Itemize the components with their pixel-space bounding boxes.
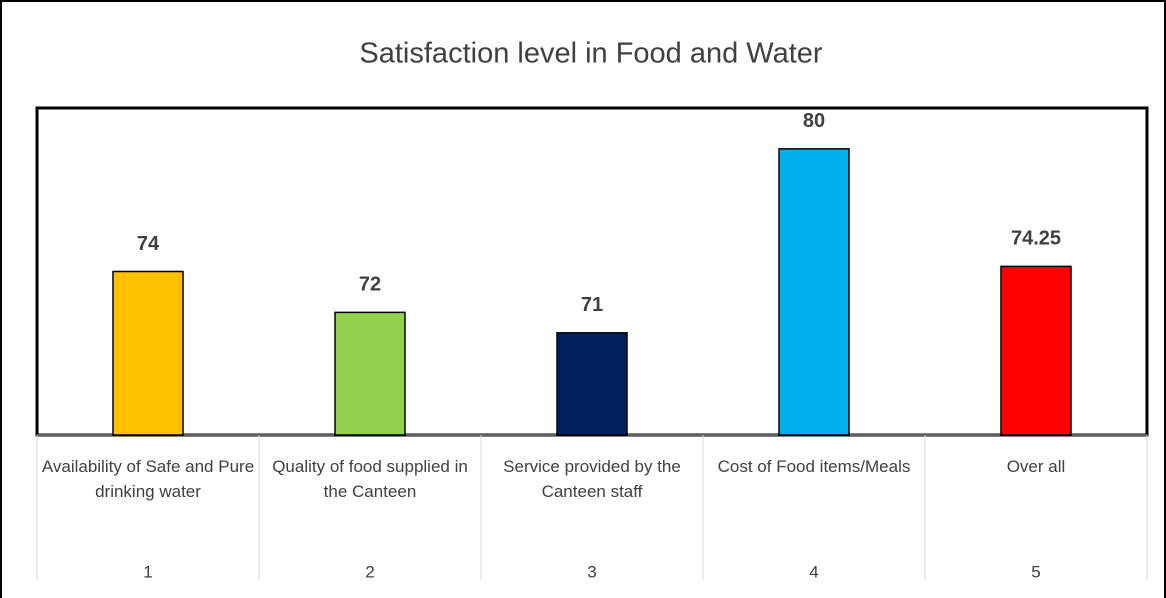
bar <box>556 332 628 436</box>
x-tick-label: Quality of food supplied in the Canteen <box>272 457 468 501</box>
data-label: 80 <box>803 110 825 132</box>
x-tick-label: Cost of Food items/Meals <box>717 457 911 476</box>
data-label: 72 <box>359 274 381 296</box>
x-tick-label: Service provided by the Canteen staff <box>503 457 681 501</box>
bar <box>334 311 406 436</box>
bar <box>778 148 850 436</box>
x-tick-number: 3 <box>587 562 596 581</box>
data-label: 71 <box>581 294 603 316</box>
data-label: 74 <box>137 233 160 255</box>
x-tick-label: Over all <box>1006 457 1066 476</box>
x-tick-number: 5 <box>1031 562 1040 581</box>
bar <box>1000 265 1072 436</box>
x-tick-number: 1 <box>143 562 152 581</box>
data-label: 74.25 <box>1011 228 1061 250</box>
x-tick-label: Availability of Safe and Pure drinking w… <box>41 457 255 501</box>
x-tick-number: 4 <box>809 562 818 581</box>
chart-title: Satisfaction level in Food and Water <box>359 38 823 70</box>
x-tick-number: 2 <box>365 562 374 581</box>
bar <box>112 270 184 436</box>
